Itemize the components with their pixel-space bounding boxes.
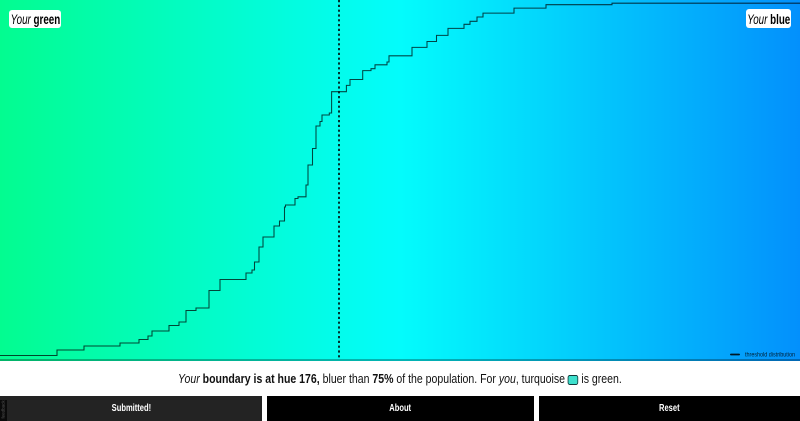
svg-text:threshold distribution: threshold distribution [745,352,795,359]
